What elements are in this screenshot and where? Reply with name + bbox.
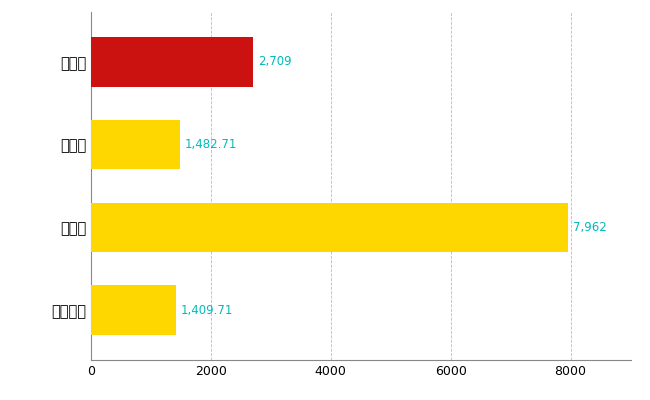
Bar	[91, 286, 176, 335]
Bar	[91, 120, 180, 170]
Text: 1,409.71: 1,409.71	[180, 304, 233, 317]
Bar	[91, 37, 254, 86]
Text: 1,482.71: 1,482.71	[185, 138, 237, 151]
Text: 7,962: 7,962	[573, 221, 607, 234]
Text: 2,709: 2,709	[258, 55, 292, 68]
Bar	[91, 202, 568, 252]
